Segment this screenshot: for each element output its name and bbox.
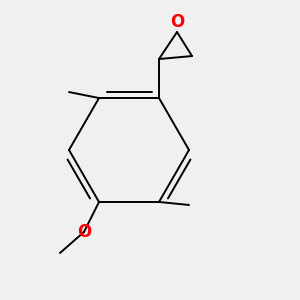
- Text: O: O: [77, 223, 91, 241]
- Text: O: O: [170, 13, 184, 31]
